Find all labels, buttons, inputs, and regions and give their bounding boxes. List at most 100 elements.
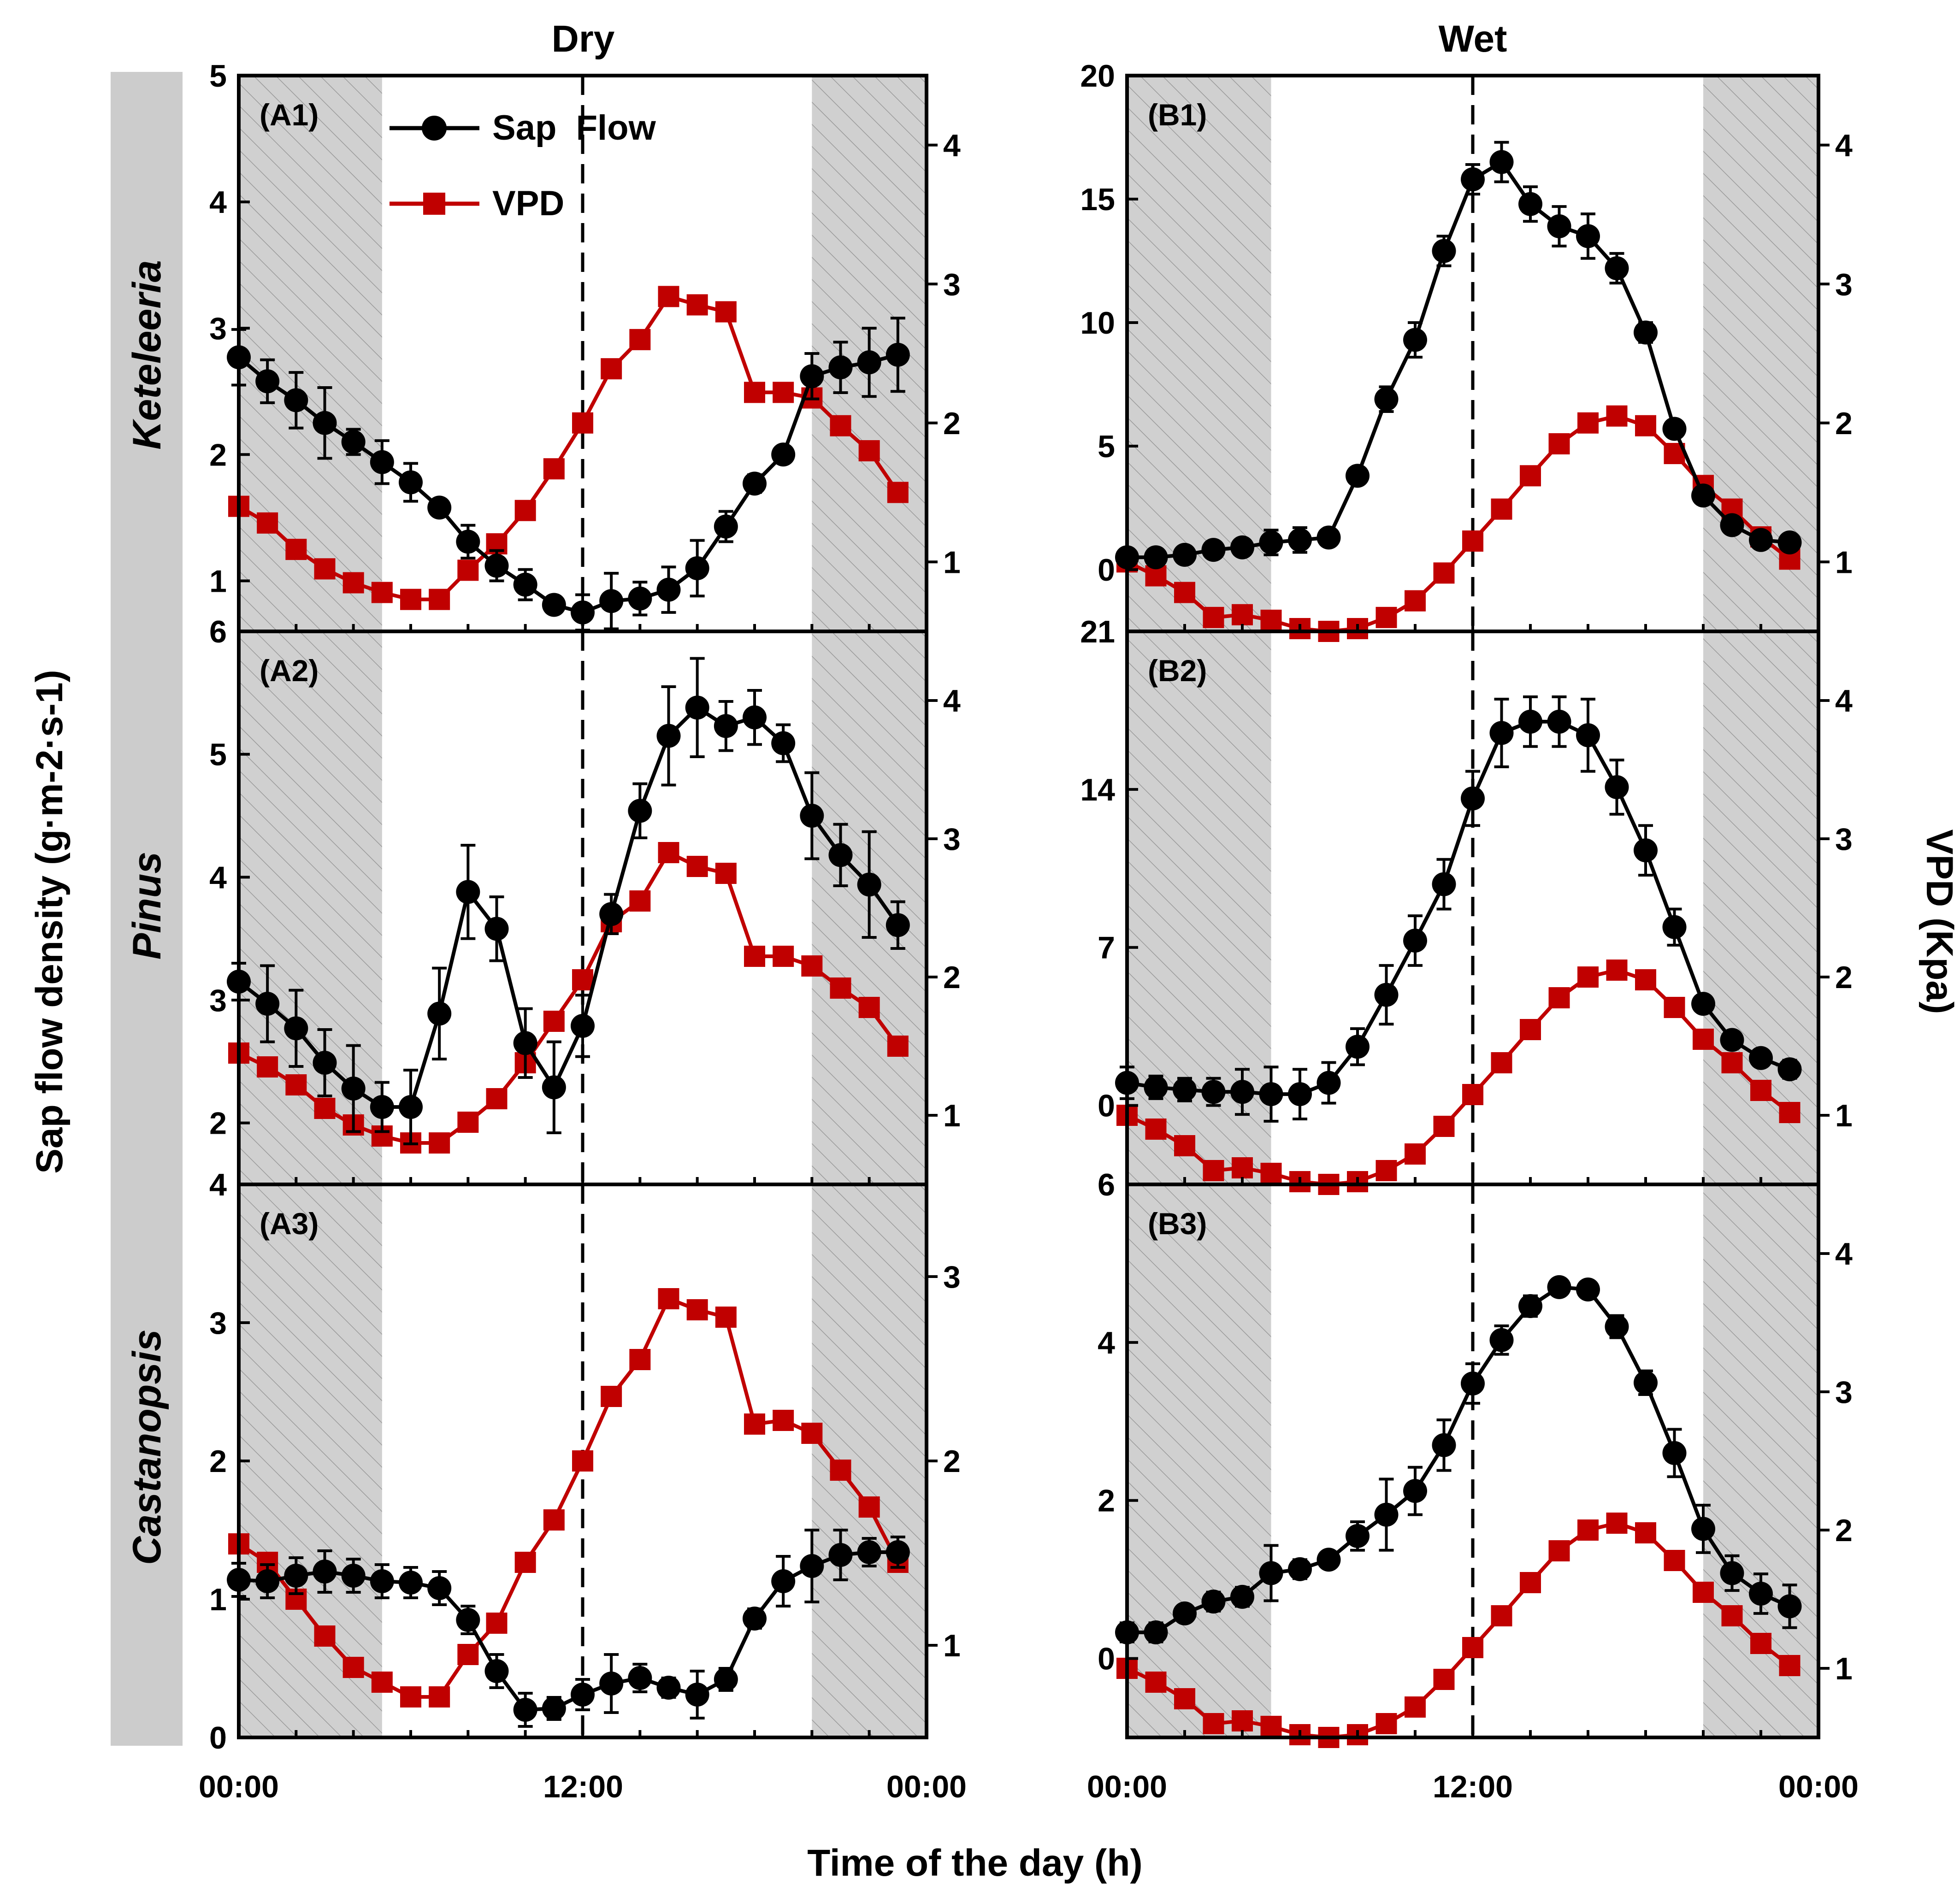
vpd-point <box>1491 498 1512 520</box>
vpd-point <box>257 512 278 534</box>
x-tick-label: 00:00 <box>199 1769 279 1804</box>
vpd-point <box>858 1496 880 1518</box>
vpd-point <box>1232 604 1253 625</box>
y-tick-label-right: 4 <box>943 683 961 718</box>
vpd-point <box>858 440 880 462</box>
sap-flow-point <box>484 553 509 578</box>
y-tick-label-right: 2 <box>1835 960 1853 995</box>
night-shade <box>239 76 382 631</box>
vpd-point <box>686 856 708 877</box>
sap-flow-point <box>857 350 881 375</box>
y-tick-label-right: 2 <box>943 406 961 441</box>
night-shade <box>812 1184 927 1737</box>
sap-flow-point <box>513 1031 537 1055</box>
vpd-point <box>830 977 851 999</box>
vpd-point <box>486 1613 508 1634</box>
sap-flow-point <box>771 731 796 755</box>
sap-flow-point <box>656 577 681 602</box>
sap-flow-point <box>1144 1075 1168 1100</box>
sap-flow-point <box>571 1683 595 1707</box>
sap-flow-point <box>1518 192 1542 216</box>
vpd-point <box>1260 1163 1282 1184</box>
sap-flow-point <box>1749 528 1773 552</box>
sap-flow-point <box>1576 723 1600 748</box>
y-tick-label-right: 3 <box>943 822 961 857</box>
sap-flow-point <box>1374 387 1399 412</box>
sap-flow-point <box>313 411 337 435</box>
y-tick-label-left: 21 <box>1080 614 1115 649</box>
y-tick-label-left: 0 <box>1098 1089 1115 1124</box>
y-tick-label-right: 1 <box>943 1098 961 1133</box>
sap-flow-point <box>427 1576 452 1600</box>
sap-flow-point <box>886 1540 910 1564</box>
vpd-point <box>314 558 336 580</box>
y-tick-label-left: 3 <box>209 311 227 346</box>
sap-flow-point <box>399 1095 423 1119</box>
legend: Sap Flow VPD <box>390 108 656 223</box>
vpd-point <box>601 1386 622 1407</box>
y-tick-label-left: 21 <box>1080 614 1115 649</box>
vpd-point <box>1606 405 1628 427</box>
y-tick-label-left: 2 <box>1098 1484 1115 1519</box>
night-shade <box>239 631 382 1184</box>
vpd-point <box>1203 606 1224 628</box>
panel-b2: 0 7 14 21 6 1 2 3 4 (B2) <box>1080 614 1853 1202</box>
sap-flow-point <box>513 572 537 597</box>
vpd-point <box>801 955 823 977</box>
vpd-point <box>1376 1713 1397 1734</box>
vpd-point <box>1405 1696 1426 1718</box>
sap-flow-point <box>1720 1561 1744 1585</box>
sap-flow-point <box>1432 1433 1456 1457</box>
x-tick-label: 12:00 <box>1433 1769 1513 1804</box>
sap-flow-point <box>1288 1557 1312 1581</box>
sap-flow-point <box>743 471 767 496</box>
vpd-point <box>1548 987 1570 1008</box>
sap-flow-point <box>599 902 624 926</box>
vpd-point <box>1232 1157 1253 1178</box>
vpd-point <box>371 582 393 603</box>
sap-flow-point <box>1662 1441 1687 1465</box>
sap-flow-point <box>484 917 509 941</box>
vpd-point <box>457 559 479 581</box>
species-label-castanopsis: Castanopsis <box>125 1329 169 1565</box>
vpd-point <box>1203 1713 1224 1734</box>
vpd-point <box>342 572 364 594</box>
sap-flow-point <box>370 1569 394 1593</box>
vpd-point <box>1203 1160 1224 1181</box>
y-axis-title-left: Sap flow density (g·m-2·s-1) <box>29 670 71 1173</box>
y-tick-label-left: 10 <box>1080 306 1115 341</box>
vpd-point <box>1376 1160 1397 1181</box>
vpd-point <box>887 1036 909 1057</box>
species-band <box>111 72 183 1746</box>
y-tick-label-left: 3 <box>209 983 227 1018</box>
y-tick-label-right: 2 <box>943 1444 961 1479</box>
y-tick-label-left: 4 <box>209 1167 227 1202</box>
vpd-point <box>715 1307 737 1328</box>
vpd-point <box>1606 1513 1628 1534</box>
vpd-point <box>858 997 880 1018</box>
sap-flow-point <box>1317 1548 1341 1572</box>
sap-flow-point <box>1576 224 1600 248</box>
x-tick-label: 12:00 <box>543 1769 623 1804</box>
legend-sap-flow-label: Sap Flow <box>492 108 656 147</box>
vpd-point <box>629 1349 651 1370</box>
sap-flow-point <box>1346 1035 1370 1059</box>
vpd-point <box>429 589 450 610</box>
y-tick-label-left: 1 <box>209 1582 227 1617</box>
sap-flow-point <box>542 593 566 617</box>
vpd-point <box>1577 412 1599 434</box>
species-label-pinus: Pinus <box>125 852 169 960</box>
y-tick-label-right: 4 <box>943 128 961 163</box>
y-tick-label-left: 3 <box>209 1306 227 1341</box>
sap-flow-point <box>427 1001 452 1026</box>
vpd-point <box>314 1625 336 1647</box>
sap-flow-point <box>1432 239 1456 263</box>
sap-flow-point <box>714 514 738 539</box>
sap-flow-point <box>743 705 767 730</box>
vpd-point <box>1174 1135 1195 1156</box>
sap-flow-point <box>1288 528 1312 552</box>
vpd-point <box>1635 969 1656 990</box>
sap-flow-point <box>341 1077 366 1101</box>
vpd-point <box>744 1413 765 1435</box>
sap-flow-point <box>1230 535 1254 559</box>
